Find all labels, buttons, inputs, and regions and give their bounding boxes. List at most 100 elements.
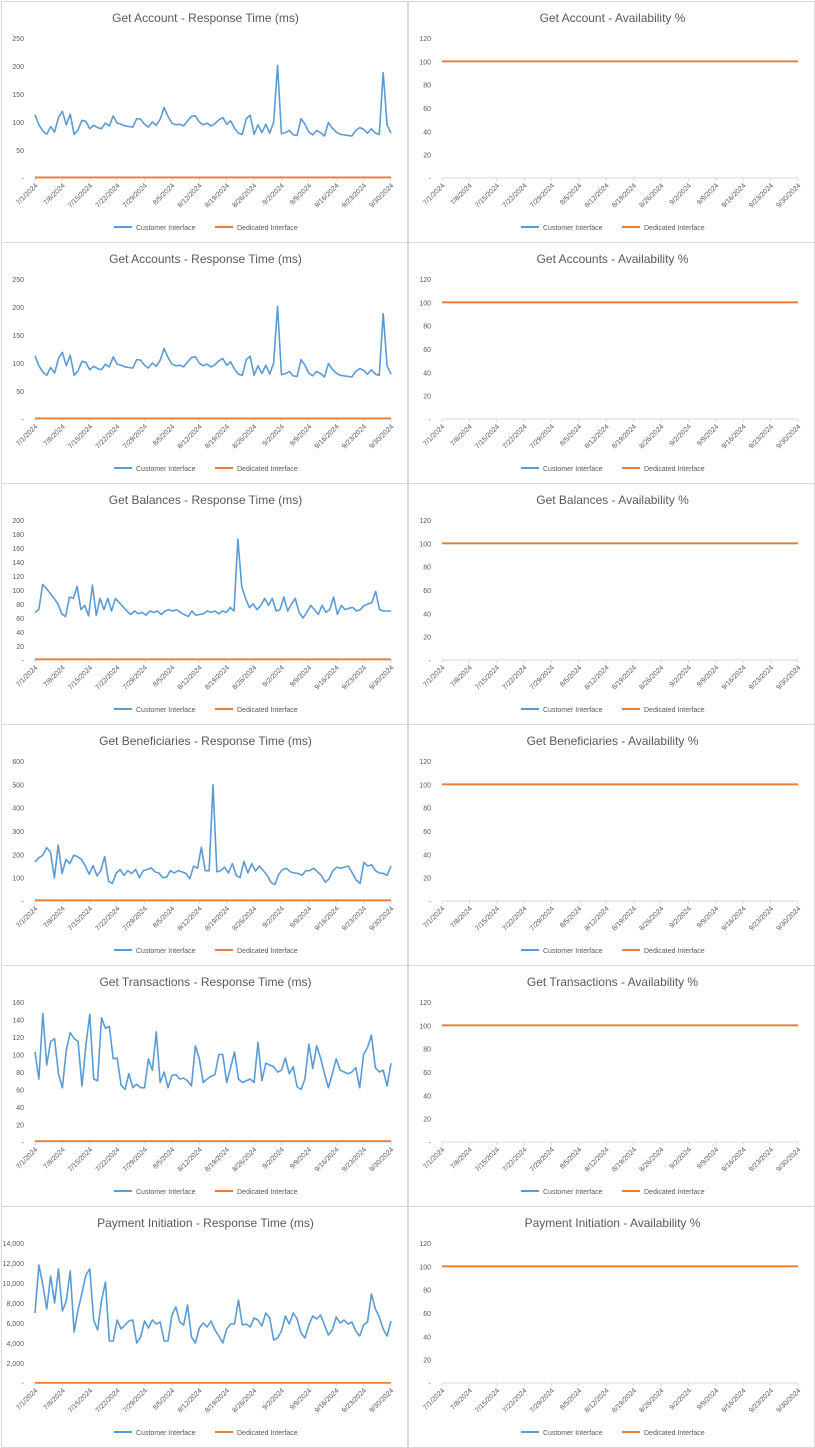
x-tick-label: 8/12/2024 [584,905,611,932]
x-tick-label: 9/30/2024 [775,664,802,691]
chart-title: Get Balances - Response Time (ms) [109,493,302,507]
y-tick-label: 40 [423,852,431,859]
x-tick-label: 7/1/2024 [15,1387,39,1411]
y-tick-label: - [429,1140,432,1147]
x-tick-label: 8/19/2024 [204,1387,231,1414]
x-tick-label: 8/19/2024 [204,1146,231,1173]
y-tick-label: 100 [12,120,24,127]
x-tick-label: 7/8/2024 [450,182,474,206]
x-tick-label: 7/1/2024 [15,664,39,688]
x-tick-label: 9/9/2024 [696,664,720,688]
x-tick-label: 9/30/2024 [775,905,802,932]
x-tick-label: 8/19/2024 [204,182,231,209]
y-tick-label: 80 [16,1070,24,1077]
x-tick-label: 7/29/2024 [122,905,149,932]
y-tick-label: 40 [423,1334,431,1341]
x-tick-label: 7/1/2024 [422,182,446,206]
y-tick-label: 140 [12,1018,24,1025]
y-tick-label: 80 [423,1047,431,1054]
y-tick-label: 150 [12,92,24,99]
x-tick-label: 7/1/2024 [422,664,446,688]
y-tick-label: 150 [12,333,24,340]
x-tick-label: 7/8/2024 [43,1146,67,1170]
x-tick-label: 8/12/2024 [177,182,204,209]
legend-label-dedicated-interface: Dedicated Interface [237,707,298,714]
chart-title: Get Balances - Availability % [536,493,689,507]
x-tick-label: 9/16/2024 [721,423,748,450]
x-tick-label: 7/15/2024 [474,1387,501,1414]
y-tick-label: 60 [423,106,431,113]
x-tick-label: 8/19/2024 [204,664,231,691]
x-tick-label: 8/5/2024 [152,182,176,206]
x-tick-label: 7/22/2024 [502,905,529,932]
y-tick-label: 250 [12,36,24,43]
x-tick-label: 9/2/2024 [262,182,286,206]
chart-svg-payment-initiation-response-time-ms: Payment Initiation - Response Time (ms) -… [3,1216,396,1437]
chart-title: Payment Initiation - Response Time (ms) [97,1216,314,1230]
x-tick-label: 8/19/2024 [611,1146,638,1173]
x-tick-label: 7/8/2024 [450,664,474,688]
series-line-customer-interface [34,64,392,137]
y-tick-label: 14,000 [3,1241,25,1248]
x-tick-label: 7/29/2024 [529,423,556,450]
chart-panel-get-accounts-response-time-ms: Get Accounts - Response Time (ms) - 50 100 1… [1,242,408,484]
chart-panel-get-balances-availability: Get Balances - Availability % - 20 40 60 80 10… [408,483,815,725]
y-tick-label: 200 [12,518,24,525]
x-tick-label: 9/30/2024 [368,1146,395,1173]
legend-label-dedicated-interface: Dedicated Interface [237,225,298,232]
x-tick-label: 8/5/2024 [559,1146,583,1170]
y-tick-label: 100 [419,541,431,548]
x-tick-label: 9/2/2024 [669,1387,693,1411]
y-tick-label: 20 [423,876,431,883]
chart-title: Get Beneficiaries - Response Time (ms) [99,734,312,748]
y-tick-label: 200 [12,852,24,859]
y-tick-label: 160 [12,1000,24,1007]
y-tick-label: 80 [423,324,431,331]
y-tick-label: 6,000 [6,1321,24,1328]
x-tick-label: 9/9/2024 [289,664,313,688]
x-tick-label: 9/2/2024 [262,1387,286,1411]
x-tick-label: 9/30/2024 [368,423,395,450]
y-tick-label: 80 [423,1288,431,1295]
x-tick-label: 9/16/2024 [314,1146,341,1173]
series-line-customer-interface [34,783,392,886]
x-tick-label: 7/29/2024 [529,182,556,209]
y-tick-label: 8,000 [6,1301,24,1308]
x-tick-label: 7/8/2024 [43,1387,67,1411]
x-tick-label: 9/2/2024 [262,1146,286,1170]
legend-label-dedicated-interface: Dedicated Interface [644,707,705,714]
x-tick-label: 8/12/2024 [177,423,204,450]
x-tick-label: 8/19/2024 [204,423,231,450]
x-tick-label: 9/2/2024 [669,182,693,206]
x-tick-label: 7/22/2024 [95,664,122,691]
y-tick-label: 100 [419,782,431,789]
x-tick-label: 7/29/2024 [122,1387,149,1414]
y-tick-label: 80 [423,83,431,90]
legend-label-customer-interface: Customer Interface [543,466,603,473]
y-tick-label: 60 [423,347,431,354]
x-tick-label: 9/23/2024 [341,182,368,209]
chart-panel-get-transactions-response-time-ms: Get Transactions - Response Time (ms) - 20… [1,965,408,1207]
x-tick-label: 7/1/2024 [422,905,446,929]
x-tick-label: 8/19/2024 [611,1387,638,1414]
x-tick-label: 7/22/2024 [95,423,122,450]
chart-svg-get-accounts-response-time-ms: Get Accounts - Response Time (ms) - 50 100 1… [12,252,395,473]
chart-svg-get-beneficiaries-response-time-ms: Get Beneficiaries - Response Time (ms) - 1… [12,734,395,955]
chart-title: Get Transactions - Response Time (ms) [99,975,311,989]
x-tick-label: 8/5/2024 [559,664,583,688]
y-tick-label: 120 [12,1035,24,1042]
legend-label-dedicated-interface: Dedicated Interface [237,1430,298,1437]
y-tick-label: 12,000 [3,1261,25,1268]
legend-label-customer-interface: Customer Interface [543,948,603,955]
chart-title: Get Account - Response Time (ms) [112,11,299,25]
y-tick-label: - [22,899,25,906]
y-tick-label: 20 [423,153,431,160]
x-tick-label: 8/5/2024 [559,1387,583,1411]
x-tick-label: 7/8/2024 [450,905,474,929]
x-tick-label: 8/5/2024 [152,423,176,447]
y-tick-label: 40 [16,1105,24,1112]
chart-panel-get-account-response-time-ms: Get Account - Response Time (ms) - 50 100 15… [1,1,408,243]
x-tick-label: 7/15/2024 [474,1146,501,1173]
x-tick-label: 7/1/2024 [422,1146,446,1170]
